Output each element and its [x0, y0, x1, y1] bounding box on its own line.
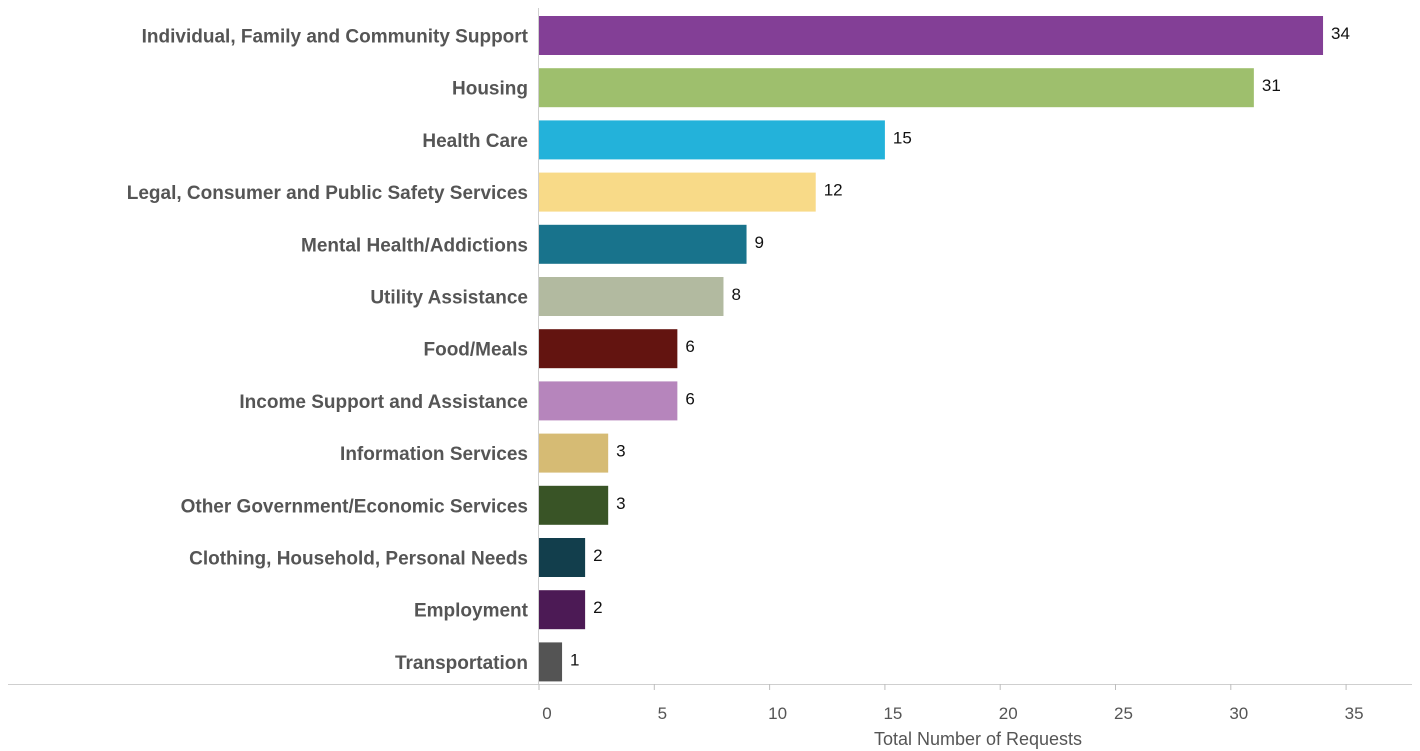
x-tick-label: 30 — [1229, 704, 1248, 723]
x-axis-ticks: 0 5 10 15 20 25 30 35 — [538, 684, 1364, 723]
category-label: Housing — [452, 79, 528, 100]
bar — [539, 590, 586, 630]
category-label: Food/Meals — [423, 340, 528, 361]
value-label: 6 — [685, 337, 694, 356]
value-label: 8 — [731, 285, 740, 304]
bar — [539, 172, 816, 212]
category-label: Information Services — [340, 444, 528, 465]
bar — [539, 329, 678, 369]
bar — [539, 538, 586, 577]
category-label: Individual, Family and Community Support — [142, 27, 529, 48]
x-axis-title: Total Number of Requests — [874, 729, 1082, 749]
category-label: Other Government/Economic Services — [181, 496, 528, 517]
category-label: Clothing, Household, Personal Needs — [189, 549, 528, 570]
bar — [539, 16, 1324, 55]
value-label: 1 — [570, 650, 579, 669]
category-label: Health Care — [422, 131, 528, 152]
category-label: Transportation — [395, 653, 528, 674]
bar — [539, 68, 1254, 108]
category-label: Utility Assistance — [370, 288, 528, 309]
x-tick-label: 5 — [658, 704, 667, 723]
x-tick-label: 20 — [999, 704, 1018, 723]
bar — [539, 277, 724, 316]
value-label: 31 — [1262, 76, 1281, 95]
category-label: Employment — [414, 601, 529, 622]
value-label: 34 — [1331, 24, 1350, 43]
x-tick-label: 0 — [542, 704, 551, 723]
category-label: Mental Health/Addictions — [301, 235, 528, 256]
category-label: Income Support and Assistance — [239, 392, 528, 413]
category-labels: Individual, Family and Community Support… — [127, 27, 529, 674]
x-tick-label: 35 — [1345, 704, 1364, 723]
bars-layer — [539, 16, 1324, 682]
value-label: 12 — [824, 181, 843, 200]
value-label: 15 — [893, 128, 912, 147]
value-label: 3 — [616, 442, 625, 461]
x-tick-label: 25 — [1114, 704, 1133, 723]
category-label: Legal, Consumer and Public Safety Servic… — [127, 183, 528, 204]
value-label: 6 — [685, 389, 694, 408]
bar — [539, 642, 563, 682]
value-label: 2 — [593, 598, 602, 617]
value-labels: 34 31 15 12 9 8 6 6 3 3 2 2 1 — [570, 24, 1350, 669]
bar — [539, 485, 609, 525]
x-tick-label: 15 — [883, 704, 902, 723]
value-label: 3 — [616, 494, 625, 513]
value-label: 9 — [755, 233, 764, 252]
bar — [539, 381, 678, 421]
bar — [539, 433, 609, 473]
x-tick-label: 10 — [768, 704, 787, 723]
bar — [539, 120, 885, 160]
bar — [539, 224, 747, 264]
value-label: 2 — [593, 546, 602, 565]
